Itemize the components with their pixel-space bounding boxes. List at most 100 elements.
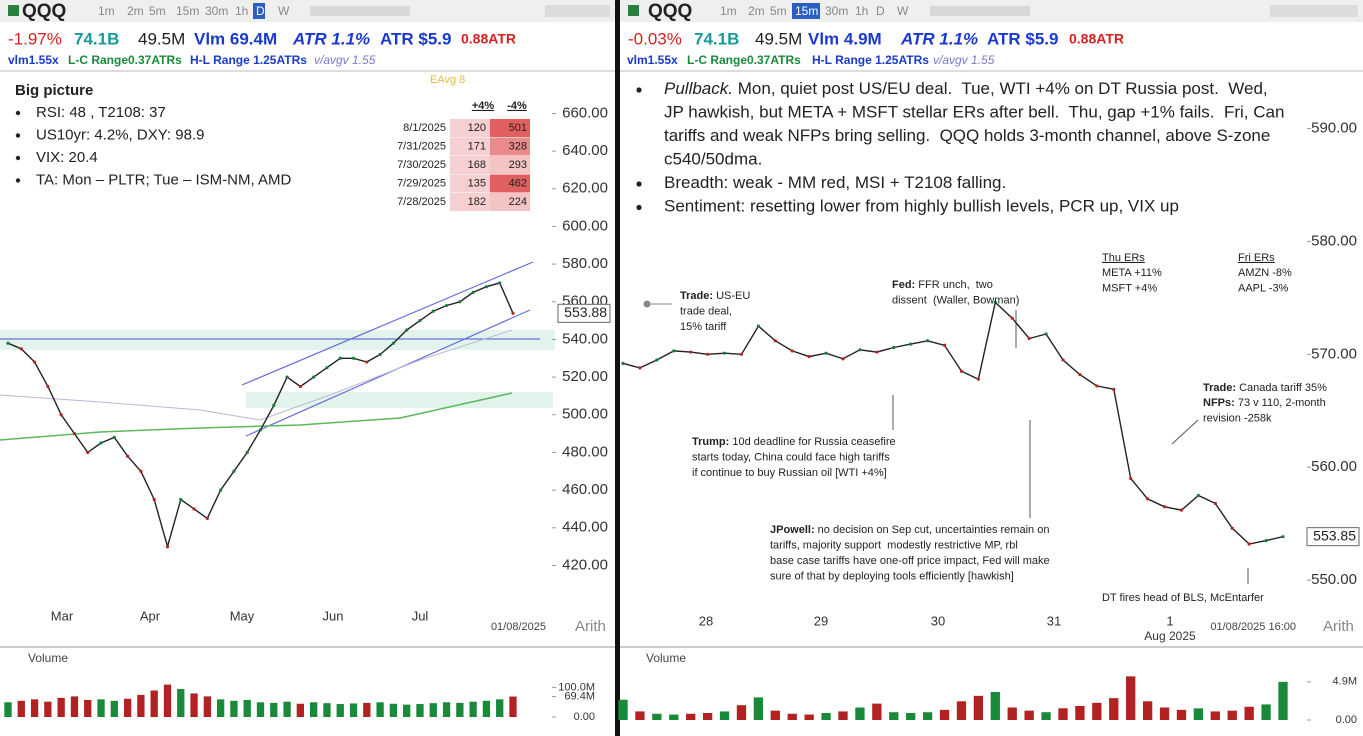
icon[interactable] xyxy=(628,5,639,16)
stat: ATR 1.1% xyxy=(292,29,370,48)
y-tick-label: 480.00 xyxy=(562,443,608,460)
table-cell xyxy=(450,193,490,211)
annotation-line: Fed: FFR unch, two xyxy=(892,279,993,291)
price-point xyxy=(1129,476,1133,481)
volume-bar xyxy=(1261,704,1271,720)
timeframe-button[interactable]: 1m xyxy=(720,4,737,18)
price-point xyxy=(232,469,236,473)
note-item: TA: Mon – PLTR; Tue – ISM-NM, AMD xyxy=(36,171,292,188)
table-value: 501 xyxy=(509,122,527,134)
note-item: VIX: 20.4 xyxy=(36,149,98,166)
annotation-text: DT fires head of BLS, McEntarfer xyxy=(1102,592,1264,604)
table-cell xyxy=(490,137,530,156)
table-header: +4% xyxy=(472,100,495,112)
price-point xyxy=(99,441,103,445)
timeframe-button[interactable]: D xyxy=(256,4,265,18)
timeframe-button[interactable]: W xyxy=(897,4,909,18)
timeframe-button[interactable]: 1h xyxy=(235,4,248,18)
stat: 0.88ATR xyxy=(1069,31,1124,47)
timeframe-button[interactable]: 2m xyxy=(748,4,765,18)
volume-bar xyxy=(123,698,132,717)
annotation-text: 15% tariff xyxy=(680,321,727,333)
volume-bar xyxy=(4,702,12,717)
volume-bar xyxy=(1210,711,1220,720)
y-tick-label: 440.00 xyxy=(562,519,608,536)
volume-bar xyxy=(956,701,967,720)
volume-bar xyxy=(190,693,198,717)
timeframe-button[interactable]: 5m xyxy=(149,4,166,18)
table-value: 328 xyxy=(509,140,527,152)
stat: ATR 1.1% xyxy=(900,29,978,48)
price-point xyxy=(993,300,997,304)
timeframe-button[interactable]: 1m xyxy=(98,4,115,18)
volume-bar xyxy=(442,702,451,717)
volume-bar xyxy=(1159,707,1170,720)
volume-bar xyxy=(770,710,780,720)
stat: vlm1.55x xyxy=(627,53,678,67)
last-price-box xyxy=(1306,527,1360,547)
annotation-text: AAPL -3% xyxy=(1238,282,1289,294)
price-point xyxy=(272,403,276,407)
timeframe-button[interactable]: D xyxy=(876,4,885,18)
annotation-text: sure of that by deploying tools efficien… xyxy=(770,570,1014,582)
volume-bar xyxy=(1278,681,1288,720)
table-date: 7/28/2025 xyxy=(397,196,446,208)
y-tick-label: 420.00 xyxy=(562,556,608,573)
table-cell xyxy=(450,137,490,156)
annotation-text: Canada tariff 35% xyxy=(1236,382,1327,394)
price-point xyxy=(1010,316,1014,320)
volume-bar xyxy=(363,702,371,717)
timeframe-button[interactable]: 30m xyxy=(205,4,228,18)
timeframe-button[interactable]: W xyxy=(278,4,290,18)
note-lead: Pullback. xyxy=(664,79,733,98)
volume-bar xyxy=(990,691,1000,720)
price-point xyxy=(165,545,170,549)
timeframe-button[interactable]: 15m xyxy=(795,4,818,18)
volume-bar xyxy=(84,699,92,717)
volume-bar xyxy=(804,714,814,720)
volume-bar xyxy=(1142,701,1153,720)
annotation-text: revision -258k xyxy=(1203,412,1272,424)
volume-tick-label: 0.00 xyxy=(1336,714,1357,726)
x-tick-label: 31 xyxy=(1047,613,1061,628)
timeframe-button[interactable]: 1h xyxy=(855,4,868,18)
price-point xyxy=(824,351,828,355)
annotation-text: META +11% xyxy=(1102,267,1162,279)
table-cell xyxy=(490,119,530,137)
note-line: Breadth: weak - MM red, MSI + T2108 fall… xyxy=(664,173,1006,192)
price-point xyxy=(46,384,50,389)
volume-bar xyxy=(482,700,491,717)
price-point xyxy=(1146,497,1150,501)
volume-bar xyxy=(686,713,696,720)
price-point xyxy=(1078,373,1082,377)
y-tick-label: 620.00 xyxy=(562,180,608,197)
annotation-line: DT fires head of BLS, McEntarfer xyxy=(1102,592,1264,604)
timeframe-button[interactable]: 5m xyxy=(770,4,787,18)
volume-bar xyxy=(1075,705,1085,720)
note-line: JP hawkish, but META + MSFT stellar ERs … xyxy=(664,103,1284,122)
leader-line xyxy=(1171,419,1199,445)
chart-date: 01/08/2025 xyxy=(491,621,546,633)
timeframe-button[interactable]: 2m xyxy=(127,4,144,18)
note-text: Sentiment: resetting lower from highly b… xyxy=(664,197,1179,216)
timeframe-button[interactable]: 15m xyxy=(176,4,199,18)
icon[interactable] xyxy=(8,5,19,16)
note-item: US10yr: 4.2%, DXY: 98.9 xyxy=(36,126,204,143)
note-line: tariffs and weak NFPs bring selling. QQQ… xyxy=(664,126,1270,145)
price-point xyxy=(841,357,845,361)
y-tick-label: 590.00 xyxy=(1311,119,1357,136)
price-point xyxy=(511,311,515,315)
price-point xyxy=(391,341,395,345)
volume-tick-label: 4.9M xyxy=(1333,676,1357,688)
table-date: 7/30/2025 xyxy=(397,159,446,171)
annotation-line: starts today, China could face high tari… xyxy=(692,451,890,463)
price-point xyxy=(59,413,63,417)
volume-bar xyxy=(30,699,39,717)
timeframe-button[interactable]: 30m xyxy=(825,4,848,18)
y-tick-label: 600.00 xyxy=(562,217,608,234)
bullet xyxy=(15,155,21,161)
volume-bar xyxy=(110,700,118,717)
note-line: c540/50dma. xyxy=(664,150,762,169)
